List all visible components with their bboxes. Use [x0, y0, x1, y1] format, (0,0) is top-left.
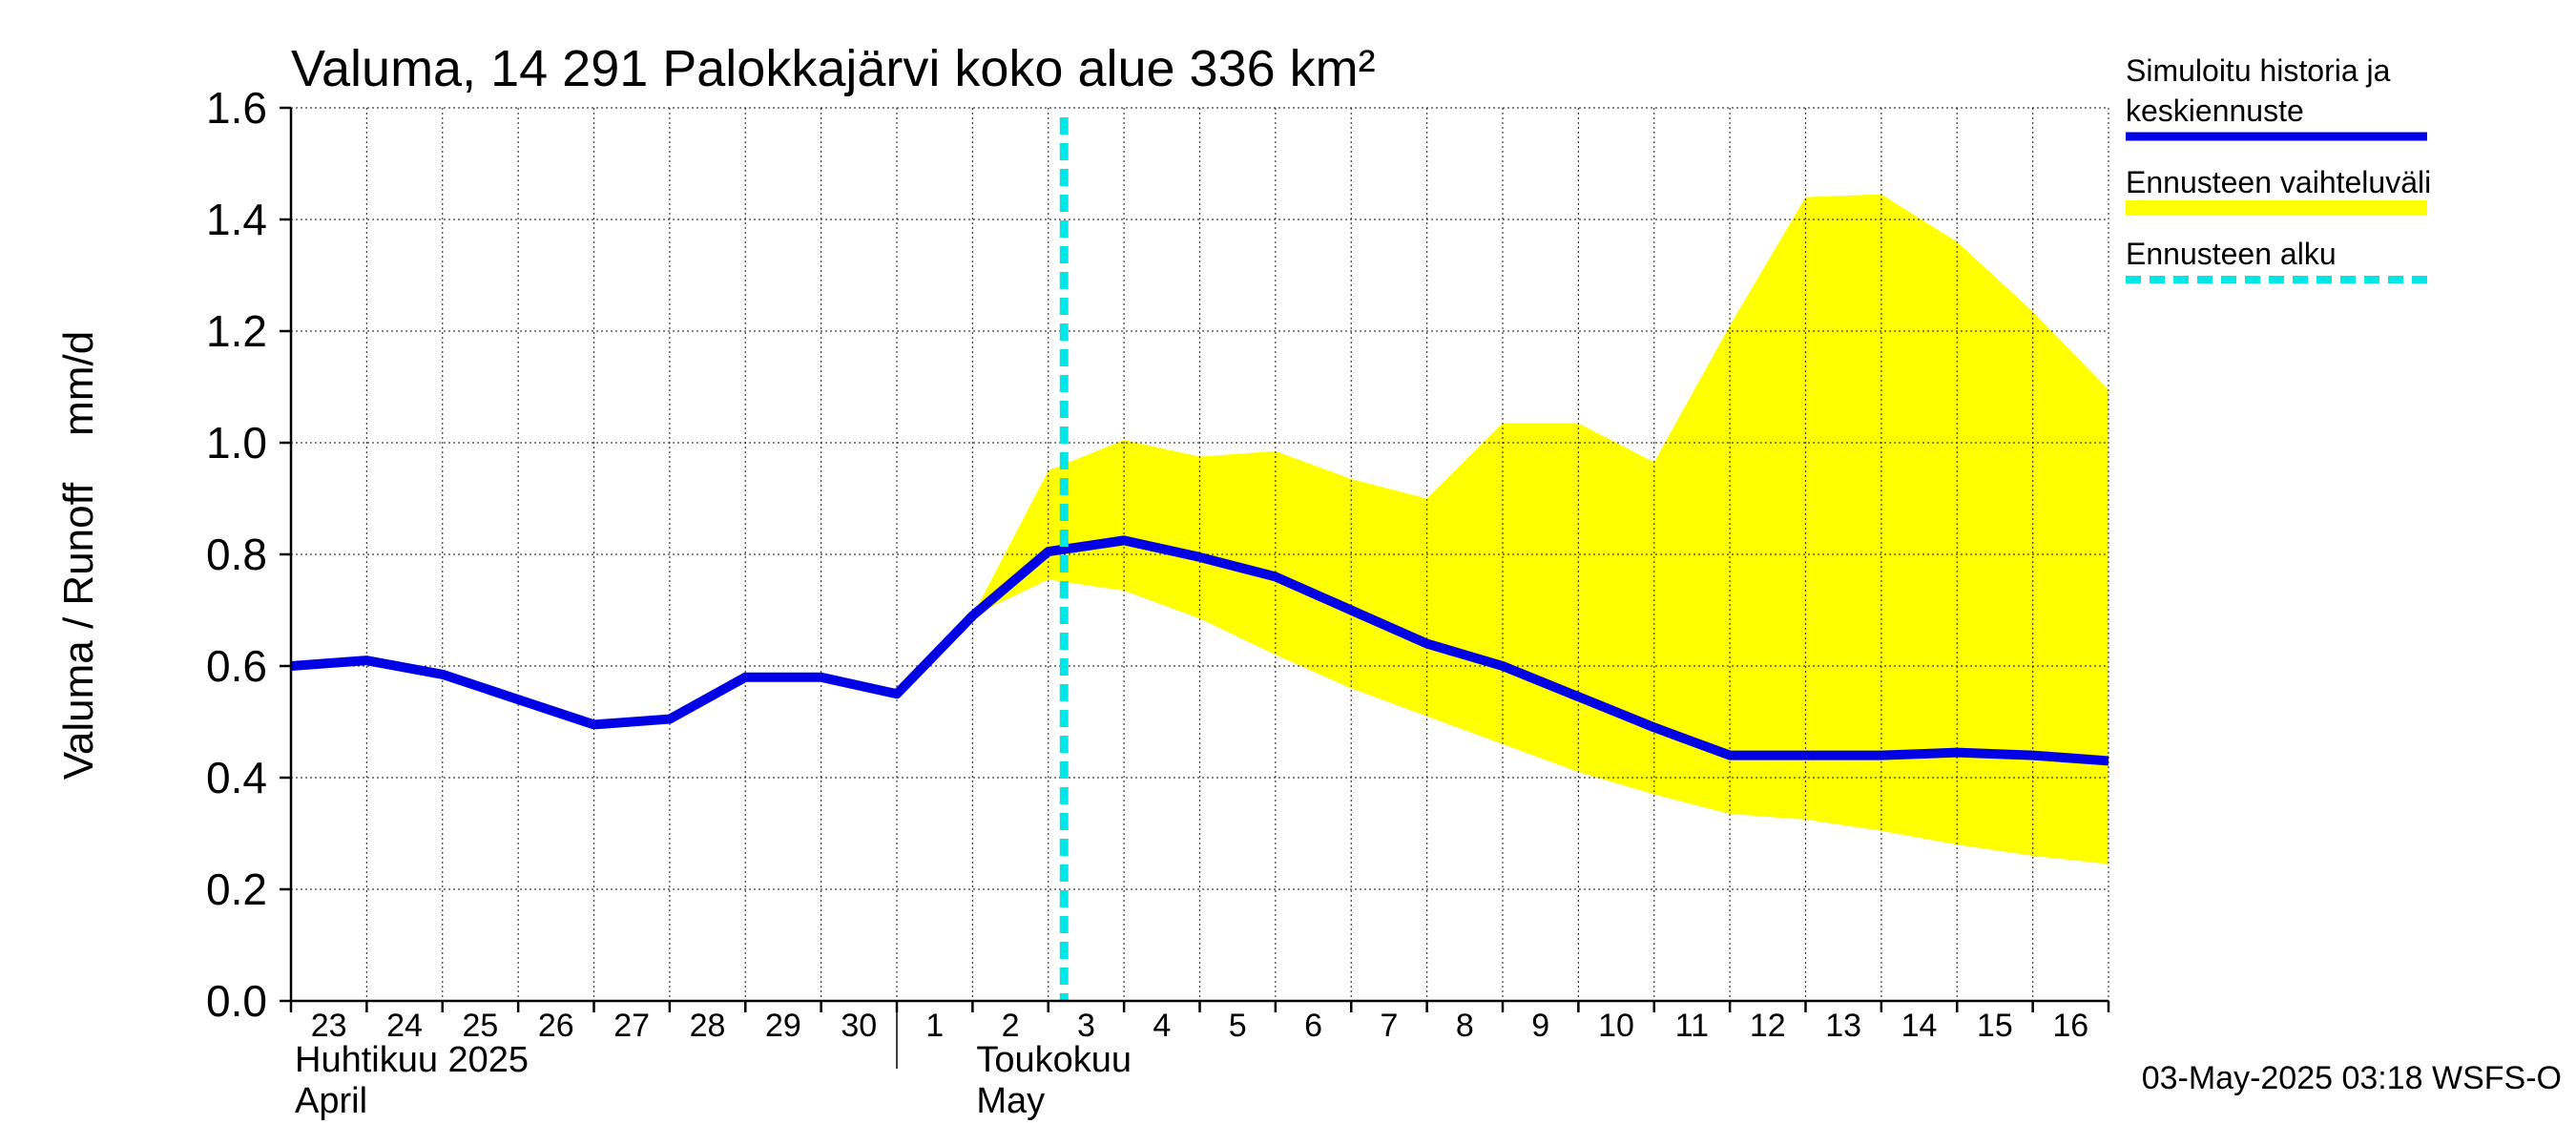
x-day-label: 7	[1380, 1008, 1398, 1044]
month-label-en: April	[295, 1081, 367, 1121]
x-day-label: 5	[1229, 1008, 1247, 1044]
x-day-label: 3	[1077, 1008, 1095, 1044]
x-day-label: 12	[1750, 1008, 1786, 1044]
x-day-label: 30	[841, 1008, 877, 1044]
legend-label: Simuloitu historia ja	[2126, 53, 2391, 88]
y-tick-label: 1.0	[206, 418, 267, 468]
legend-label-line2: keskiennuste	[2126, 94, 2304, 128]
x-day-label: 6	[1304, 1008, 1322, 1044]
chart-title: Valuma, 14 291 Palokkajärvi koko alue 33…	[291, 40, 1376, 97]
y-tick-label: 1.6	[206, 83, 267, 133]
x-axis-ticks: 23 24 25 26 27 28 29 30 1 2 3 4 5 6 7 8 9 10 11 12 13 14 15 16H…	[289, 1001, 2110, 1121]
x-day-label: 10	[1598, 1008, 1634, 1044]
x-day-label: 9	[1531, 1008, 1549, 1044]
x-day-label: 11	[1675, 1008, 1709, 1044]
x-day-label: 27	[613, 1008, 650, 1044]
grid	[291, 107, 2109, 1001]
y-tick-label: 0.4	[206, 753, 267, 802]
x-day-label: 4	[1153, 1008, 1171, 1044]
x-day-label: 29	[765, 1008, 801, 1044]
x-day-label: 25	[463, 1008, 499, 1044]
y-tick-label: 0.2	[206, 864, 267, 914]
legend-label: Ennusteen vaihteluväli	[2126, 165, 2431, 199]
x-day-label: 26	[538, 1008, 574, 1044]
y-tick-label: 0.6	[206, 641, 267, 691]
legend-label: Ennusteen alku	[2126, 237, 2337, 271]
band-area	[972, 194, 2109, 864]
y-tick-label: 0.8	[206, 530, 267, 579]
x-day-label: 14	[1901, 1008, 1938, 1044]
x-day-label: 1	[925, 1008, 944, 1044]
x-day-label: 15	[1977, 1008, 2013, 1044]
legend-swatch-band	[2126, 200, 2427, 216]
month-label: Toukokuu	[976, 1040, 1132, 1080]
mean-series	[290, 535, 2109, 766]
x-day-label: 8	[1456, 1008, 1474, 1044]
y-axis-label: Valuma / Runoff mm/d	[55, 331, 102, 780]
y-tick-label: 1.4	[206, 195, 267, 244]
y-tick-label: 0.0	[206, 976, 267, 1026]
month-label: Huhtikuu 2025	[295, 1040, 529, 1080]
legend: Simuloitu historia ja keskiennuste Ennuste…	[2126, 53, 2431, 283]
y-axis-ticks: 0.0 0.2 0.4 0.6 0.8 1.0 1.2 1.4 1.6	[206, 83, 291, 1026]
x-day-label: 24	[386, 1008, 423, 1044]
mean-series-line	[290, 535, 2109, 766]
x-day-label: 13	[1825, 1008, 1861, 1044]
x-day-label: 28	[690, 1008, 726, 1044]
x-day-label: 2	[1002, 1008, 1020, 1044]
y-tick-label: 1.2	[206, 306, 267, 356]
month-label-en: May	[976, 1081, 1045, 1121]
x-day-label: 23	[311, 1008, 347, 1044]
x-day-label: 16	[2052, 1008, 2088, 1044]
timestamp: 03-May-2025 03:18 WSFS-O	[2142, 1060, 2562, 1096]
forecast-range-band	[972, 194, 2109, 864]
